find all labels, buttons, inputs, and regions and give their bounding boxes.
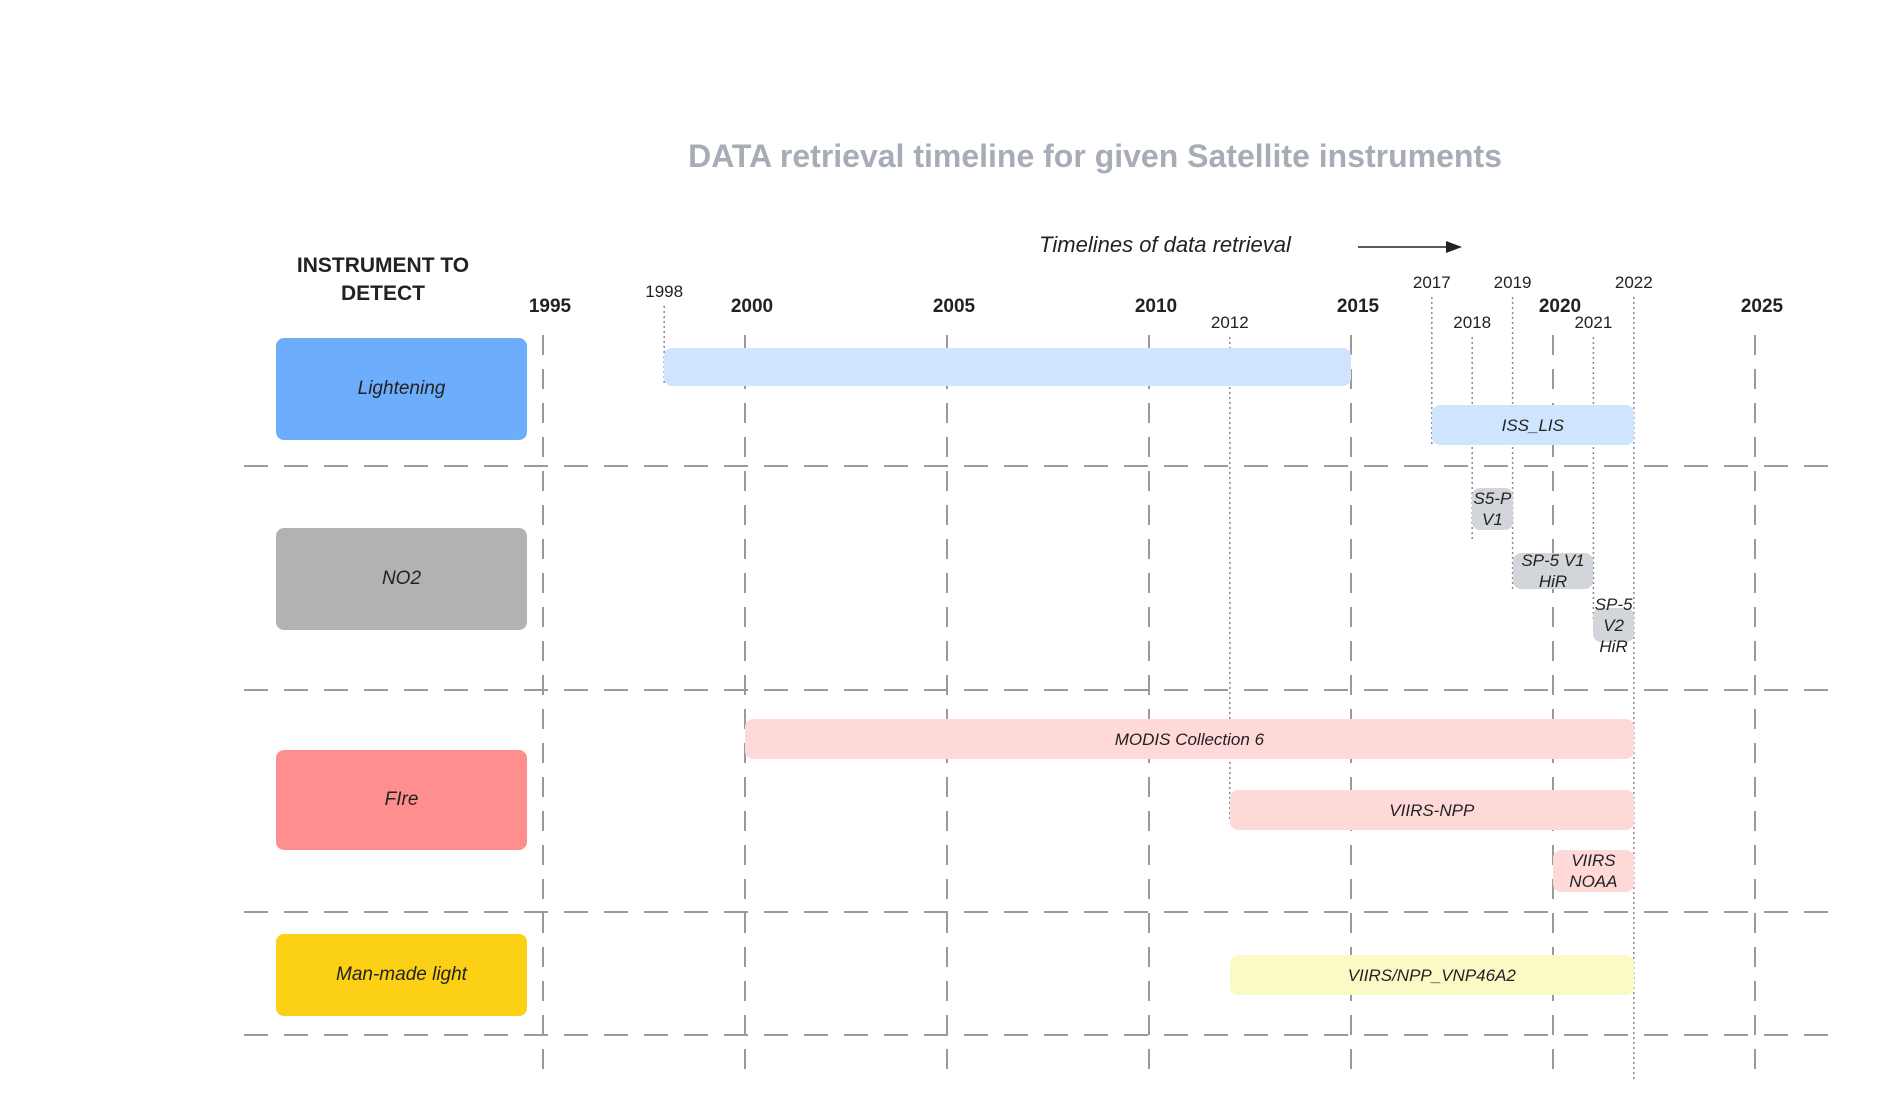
category-box: FIre [276,750,527,850]
major-year-label: 2010 [1134,296,1178,317]
major-year-label: 2025 [1740,296,1784,317]
category-box: Lightening [276,338,527,440]
category-box: Man-made light [276,934,527,1016]
page-title: DATA retrieval timeline for given Satell… [688,138,1502,174]
major-year-label: 1995 [528,296,572,317]
minor-year-label: 2019 [1493,273,1532,292]
instrument-header: INSTRUMENT TO DETECT [296,254,470,305]
minor-year-label: 2012 [1210,313,1249,332]
major-year-label: 2015 [1336,296,1380,317]
timeline-bar: VIIRS-NPP [1229,790,1634,830]
category-box: NO2 [276,528,527,630]
minor-year-label: 2021 [1574,313,1613,332]
timeline-bar: MODIS Collection 6 [745,719,1634,759]
timeline-bar: SP-5 V1 HiR [1512,551,1594,591]
major-year-label: 2020 [1538,296,1582,317]
major-year-label: 2005 [932,296,976,317]
timeline-bar: S5-P V1 [1472,488,1513,530]
arrow-right-icon [1358,241,1462,253]
timeline-bar: VIIRS/NPP_VNP46A2 [1229,955,1634,995]
timeline-bar [664,348,1351,386]
major-year-label: 2000 [730,296,774,317]
timeline-bar: SP-5 V2 HiR [1593,594,1634,656]
timeline-bar: ISS_LIS [1431,405,1634,445]
timeline-subtitle: Timelines of data retrieval [1039,232,1291,257]
minor-year-label: 2022 [1614,273,1653,292]
timeline-bar: VIIRS NOAA [1553,850,1634,892]
minor-year-label: 2017 [1412,273,1451,292]
minor-year-label: 1998 [645,282,684,301]
minor-year-label: 2018 [1453,313,1492,332]
